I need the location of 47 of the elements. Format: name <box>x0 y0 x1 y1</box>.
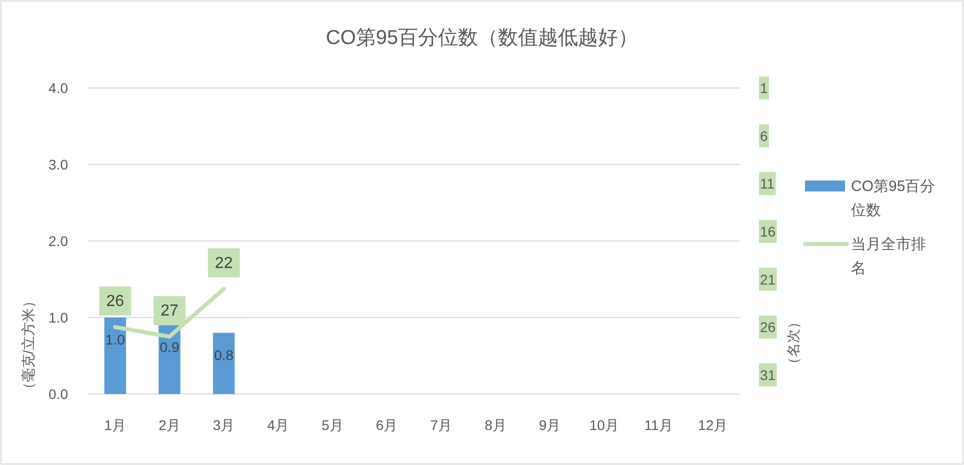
legend-item: CO第95百分位数 <box>805 178 936 218</box>
y2-tick-label: 1 <box>760 80 768 96</box>
ytick: 3.0 <box>48 156 68 172</box>
data-label: 0.8 <box>214 346 234 363</box>
data-label: 0.9 <box>160 339 180 356</box>
xtick: 10月 <box>589 417 619 433</box>
xtick: 2月 <box>158 417 180 433</box>
y2tick: 11 <box>759 172 776 196</box>
y2tick: 6 <box>759 124 769 148</box>
xtick: 12月 <box>698 417 728 433</box>
data-label: 22 <box>208 248 240 278</box>
xtick: 6月 <box>376 417 398 433</box>
data-label: 27 <box>160 302 178 320</box>
xtick: 11月 <box>644 417 673 433</box>
ytick: 4.0 <box>48 80 68 96</box>
ylabel: （毫克/立方米） <box>20 294 36 396</box>
xtick: 8月 <box>484 417 506 433</box>
data-label: 22 <box>214 254 233 272</box>
legend-item: 当月全市排名 <box>803 236 926 276</box>
data-label: 1.0 <box>105 332 125 348</box>
y2tick: 31 <box>759 363 777 386</box>
legend-label: CO第95百分位数 <box>851 178 936 218</box>
data-label: 26 <box>106 292 124 310</box>
y2-tick-label: 11 <box>760 176 775 192</box>
ytick: 2.0 <box>48 233 68 249</box>
y2tick: 16 <box>759 220 777 243</box>
title: CO第95百分位数（数值越低越好） <box>326 27 638 49</box>
data-label: 27 <box>154 296 186 326</box>
y2label: （名次） <box>785 315 801 371</box>
y2tick: 1 <box>759 76 769 100</box>
xtick: 7月 <box>430 417 452 433</box>
ytick: 1.0 <box>48 310 68 326</box>
y2-tick-label: 16 <box>760 223 776 240</box>
y2-tick-label: 21 <box>760 271 776 288</box>
xtick: 3月 <box>212 417 235 433</box>
ytick: 0.0 <box>48 386 68 402</box>
y2-tick-label: 26 <box>760 319 776 336</box>
xtick: 1月 <box>104 417 126 433</box>
y2tick: 26 <box>759 316 777 339</box>
data-label: 26 <box>99 286 132 316</box>
legend-label: 当月全市排名 <box>851 236 926 276</box>
xtick: 4月 <box>267 417 290 433</box>
y2-tick-label: 6 <box>760 128 768 144</box>
xtick: 9月 <box>538 417 561 433</box>
y2tick: 21 <box>759 268 777 291</box>
xtick: 5月 <box>322 417 344 433</box>
y2-tick-label: 31 <box>760 366 776 383</box>
